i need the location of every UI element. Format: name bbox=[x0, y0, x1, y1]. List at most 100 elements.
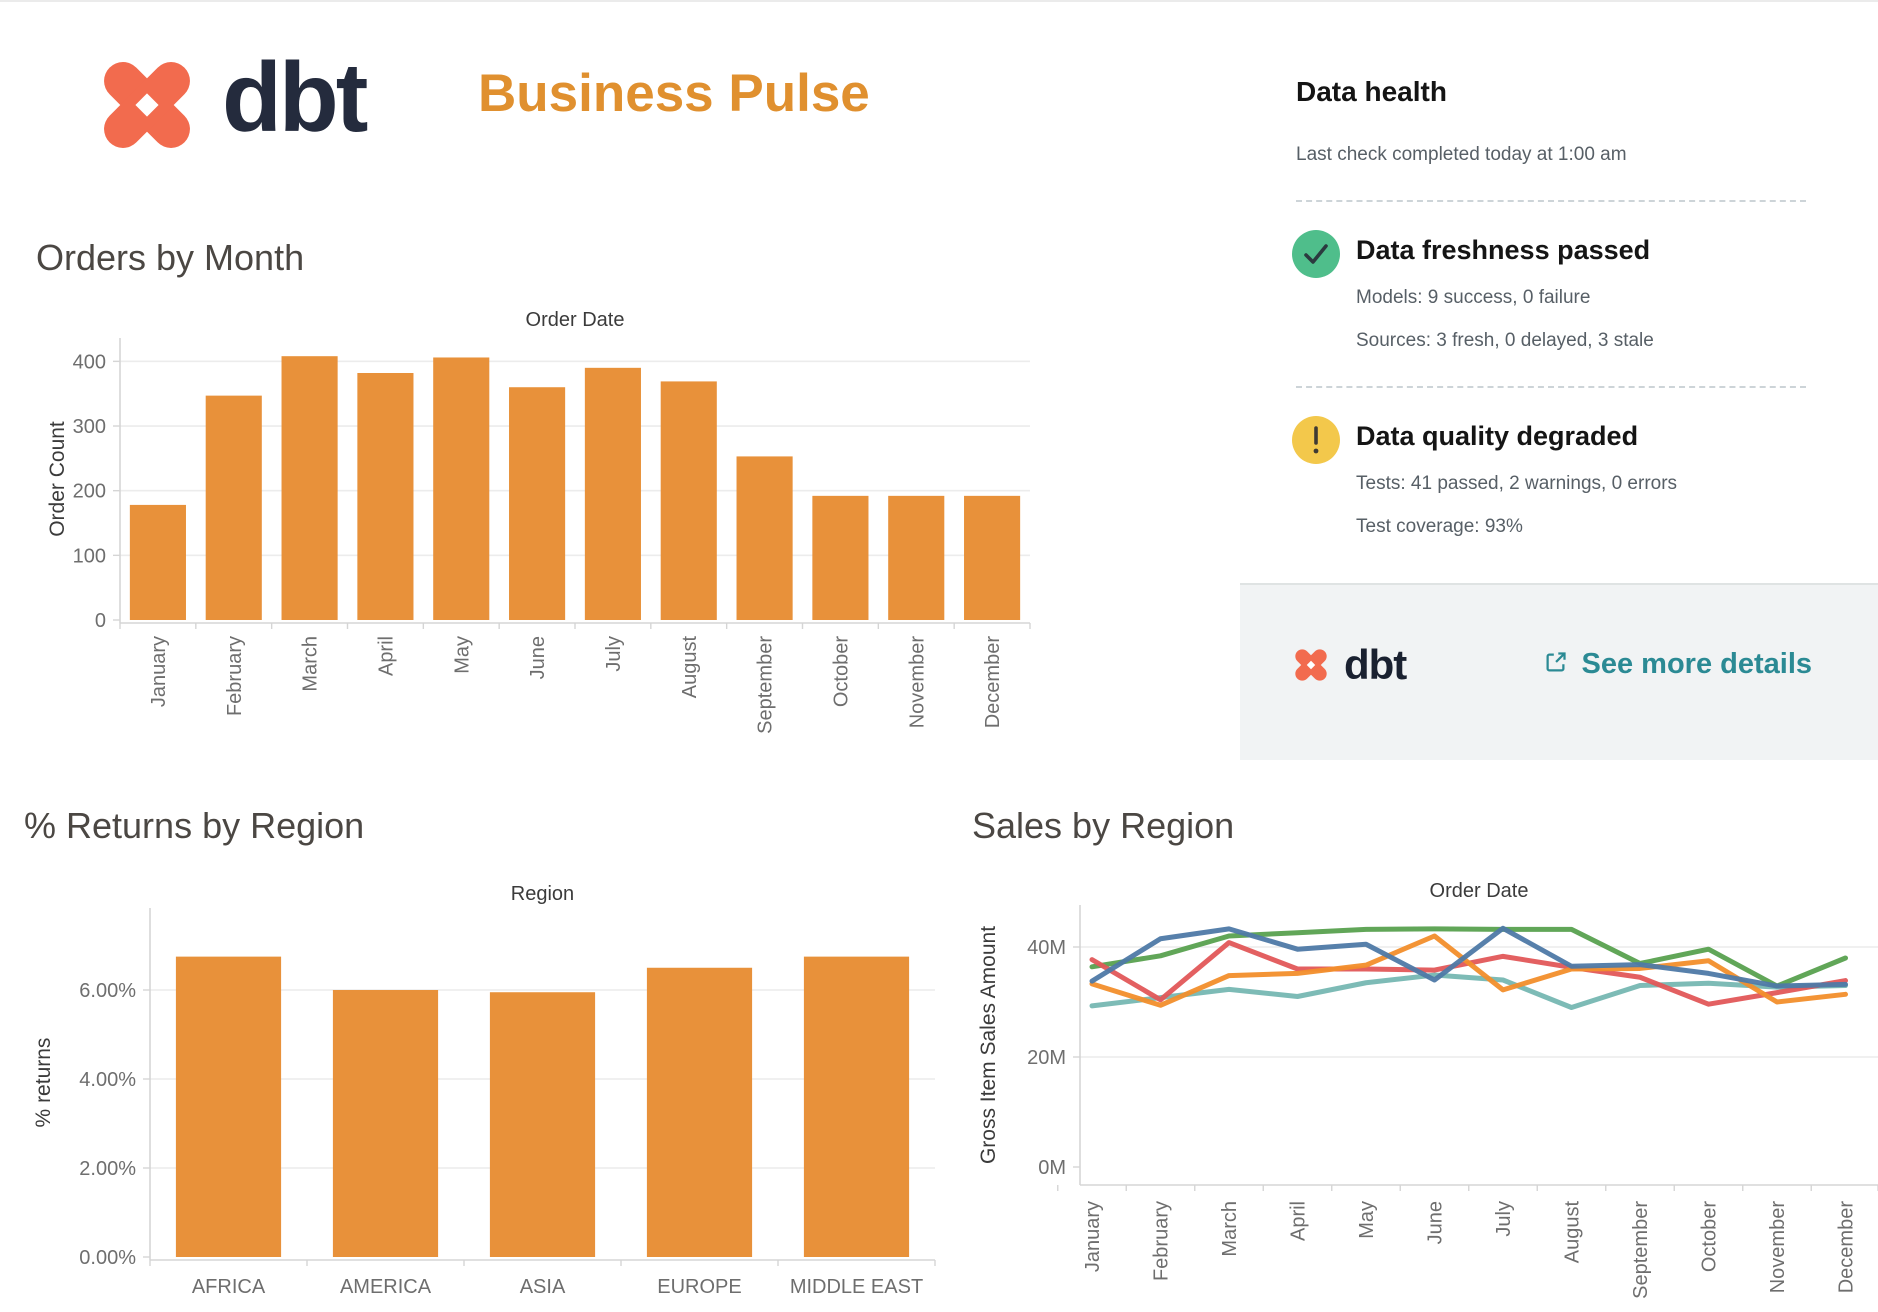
external-link-icon bbox=[1542, 649, 1569, 681]
bar-July[interactable] bbox=[584, 367, 641, 620]
y-tick-label: 300 bbox=[73, 416, 106, 438]
orders-by-month-chart[interactable]: 0 100 200 300 400 January February March April Ma… bbox=[30, 250, 1040, 770]
bar-February[interactable] bbox=[205, 395, 262, 620]
bar-AMERICA[interactable] bbox=[332, 990, 439, 1257]
footer-brand: dbt bbox=[1288, 640, 1407, 689]
see-more-details-label: See more details bbox=[1581, 648, 1813, 680]
dbt-wordmark: dbt bbox=[222, 42, 368, 152]
last-check-text: Last check completed today at 1:00 am bbox=[1296, 144, 1627, 165]
orders-by-month-title: Orders by Month bbox=[36, 237, 305, 278]
x-tick-label: June bbox=[527, 636, 549, 679]
x-tick-label: November bbox=[1767, 1201, 1789, 1294]
bar-EUROPE[interactable] bbox=[646, 967, 753, 1257]
freshness-sources-line: Sources: 3 fresh, 0 delayed, 3 stale bbox=[1356, 330, 1654, 351]
bar-September[interactable] bbox=[736, 456, 793, 620]
quality-tests-line: Tests: 41 passed, 2 warnings, 0 errors bbox=[1356, 473, 1678, 494]
series-line-green[interactable] bbox=[1089, 926, 1848, 989]
dashed-divider bbox=[1296, 200, 1806, 202]
series-line-teal[interactable] bbox=[1089, 972, 1848, 1010]
page-title: Business Pulse bbox=[478, 64, 870, 123]
x-tick-label: ASIA bbox=[520, 1276, 566, 1298]
x-tick-label: February bbox=[1151, 1201, 1173, 1281]
x-tick-label: September bbox=[1630, 1201, 1652, 1299]
y-axis-title: % returns bbox=[32, 1038, 55, 1128]
x-tick-label: September bbox=[755, 636, 777, 734]
bar-MIDDLE EAST[interactable] bbox=[803, 956, 910, 1257]
y-tick-label: 200 bbox=[73, 481, 106, 503]
y-tick-label: 2.00% bbox=[79, 1158, 136, 1180]
data-health-title: Data health bbox=[1296, 76, 1447, 107]
x-tick-label: January bbox=[148, 636, 170, 707]
bar-March[interactable] bbox=[281, 356, 338, 620]
warning-circle-icon bbox=[1292, 416, 1340, 464]
footer-brand-text: dbt bbox=[1344, 640, 1407, 688]
data-health-panel: Data health Last check completed today a… bbox=[1240, 0, 1878, 538]
x-tick-label: January bbox=[1082, 1201, 1104, 1272]
dbt-logo-icon-small bbox=[1288, 642, 1334, 688]
x-tick-label: December bbox=[1836, 1201, 1858, 1294]
see-more-details-link[interactable]: See more details bbox=[1542, 648, 1813, 681]
x-tick-label: April bbox=[1288, 1201, 1310, 1241]
x-tick-label: October bbox=[830, 636, 852, 707]
y-axis-title: Order Count bbox=[46, 421, 69, 537]
returns-by-region-title: % Returns by Region bbox=[24, 805, 365, 846]
quality-coverage-line: Test coverage: 93% bbox=[1356, 516, 1523, 537]
bar-October[interactable] bbox=[812, 495, 869, 620]
top-axis-title: Order Date bbox=[526, 309, 625, 331]
top-axis-title: Region bbox=[511, 883, 574, 905]
x-tick-label: June bbox=[1425, 1201, 1447, 1244]
bar-January[interactable] bbox=[129, 504, 186, 620]
y-axis-title: Gross Item Sales Amount bbox=[977, 926, 1000, 1164]
bar-November[interactable] bbox=[888, 495, 945, 620]
bar-AFRICA[interactable] bbox=[175, 956, 282, 1257]
x-tick-label: July bbox=[603, 636, 625, 672]
y-tick-label: 100 bbox=[73, 545, 106, 567]
bar-April[interactable] bbox=[357, 372, 414, 620]
x-tick-label: MIDDLE EAST bbox=[790, 1276, 923, 1298]
x-tick-label: April bbox=[375, 636, 397, 676]
x-tick-label: August bbox=[679, 636, 701, 699]
returns-by-region-chart[interactable]: 0.00% 2.00% 4.00% 6.00% AFRICA AMERICA ASIA EUR… bbox=[20, 855, 950, 1312]
quality-status-body: Data quality degraded Tests: 41 passed, … bbox=[1356, 416, 1677, 538]
y-tick-label: 0M bbox=[1038, 1157, 1066, 1179]
x-tick-label: March bbox=[300, 636, 322, 692]
sales-by-region-chart[interactable]: 0M 20M 40M January February March April May June… bbox=[975, 855, 1878, 1312]
bar-ASIA[interactable] bbox=[489, 992, 596, 1257]
y-tick-label: 400 bbox=[73, 351, 106, 373]
top-border bbox=[0, 0, 1878, 2]
freshness-models-line: Models: 9 success, 0 failure bbox=[1356, 287, 1591, 308]
x-tick-label: November bbox=[906, 636, 928, 729]
series-line-orange[interactable] bbox=[1089, 933, 1848, 1008]
y-tick-label: 20M bbox=[1027, 1047, 1066, 1069]
bar-August[interactable] bbox=[660, 381, 717, 620]
series-line-blue[interactable] bbox=[1089, 925, 1848, 989]
freshness-status-row: Data freshness passed Models: 9 success,… bbox=[1292, 230, 1878, 352]
x-tick-label: AMERICA bbox=[340, 1276, 432, 1298]
quality-status-title: Data quality degraded bbox=[1356, 421, 1639, 451]
x-tick-label: December bbox=[982, 636, 1004, 729]
check-circle-icon bbox=[1292, 230, 1340, 278]
bar-May[interactable] bbox=[433, 357, 490, 620]
bar-December[interactable] bbox=[964, 495, 1021, 620]
quality-status-row: Data quality degraded Tests: 41 passed, … bbox=[1292, 416, 1878, 538]
x-tick-label: March bbox=[1219, 1201, 1241, 1257]
y-tick-label: 40M bbox=[1027, 937, 1066, 959]
x-tick-label: July bbox=[1493, 1201, 1515, 1237]
freshness-status-body: Data freshness passed Models: 9 success,… bbox=[1356, 230, 1654, 352]
x-tick-label: February bbox=[224, 636, 246, 716]
freshness-status-title: Data freshness passed bbox=[1356, 235, 1651, 265]
top-axis-title: Order Date bbox=[1430, 880, 1529, 902]
y-tick-label: 0.00% bbox=[79, 1247, 136, 1269]
data-health-footer: dbt See more details bbox=[1240, 583, 1878, 760]
dashed-divider bbox=[1296, 386, 1806, 388]
x-tick-label: AFRICA bbox=[192, 1276, 266, 1298]
x-tick-label: May bbox=[451, 636, 473, 674]
bar-June[interactable] bbox=[509, 387, 566, 620]
x-tick-label: EUROPE bbox=[657, 1276, 741, 1298]
dbt-logo-icon bbox=[84, 42, 210, 168]
y-tick-label: 0 bbox=[95, 610, 106, 632]
y-tick-label: 4.00% bbox=[79, 1069, 136, 1091]
sales-by-region-title: Sales by Region bbox=[972, 805, 1235, 846]
y-tick-label: 6.00% bbox=[79, 980, 136, 1002]
